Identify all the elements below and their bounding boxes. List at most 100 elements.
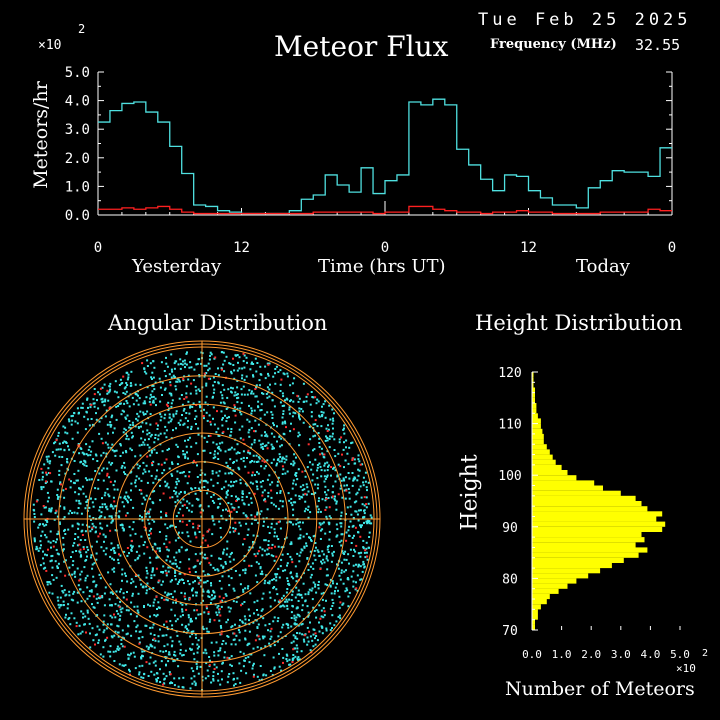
angular-point: [102, 549, 105, 552]
angular-point: [292, 577, 295, 580]
angular-point-red: [267, 363, 270, 366]
angular-point: [323, 469, 326, 472]
angular-point-red: [214, 356, 217, 359]
angular-point: [180, 394, 183, 396]
angular-point: [73, 617, 76, 620]
angular-point: [125, 437, 128, 440]
angular-point: [88, 595, 91, 598]
angular-point: [141, 516, 143, 519]
angular-point: [282, 656, 285, 659]
angular-point-red: [64, 574, 67, 577]
angular-point: [247, 656, 250, 659]
angular-point: [357, 474, 360, 477]
angular-point: [47, 540, 50, 543]
angular-point: [136, 609, 139, 612]
angular-point-red: [183, 503, 186, 506]
angular-point: [163, 645, 166, 648]
angular-point: [335, 523, 338, 526]
angular-point: [155, 678, 158, 681]
angular-point: [266, 548, 269, 551]
angular-point: [294, 483, 297, 486]
angular-point: [353, 534, 355, 537]
angular-point: [191, 488, 194, 491]
angular-point: [140, 425, 142, 428]
angular-point-red: [55, 439, 58, 442]
angular-point: [342, 448, 345, 451]
angular-point: [265, 517, 268, 520]
angular-point: [127, 373, 130, 376]
angular-point: [305, 542, 308, 545]
angular-point-red: [355, 544, 358, 547]
angular-point: [91, 627, 94, 630]
angular-point: [244, 465, 247, 468]
height-x-tick-label: 4.0: [640, 648, 660, 661]
angular-point: [124, 416, 127, 419]
angular-point: [87, 454, 90, 457]
angular-point: [237, 498, 240, 501]
angular-point: [159, 386, 162, 389]
angular-point: [170, 608, 173, 611]
angular-point: [121, 607, 124, 610]
angular-point: [320, 447, 323, 450]
angular-point: [124, 572, 126, 575]
angular-point: [269, 605, 272, 608]
angular-point: [292, 482, 295, 485]
angular-point: [319, 538, 322, 540]
angular-point: [314, 491, 317, 494]
angular-point: [343, 441, 345, 444]
angular-point: [309, 403, 312, 406]
angular-point-red: [230, 510, 233, 513]
angular-point: [264, 645, 267, 648]
angular-point: [105, 506, 107, 509]
angular-point-red: [45, 569, 48, 572]
angular-point: [302, 535, 305, 538]
angular-point-red: [197, 524, 200, 527]
angular-point: [208, 358, 211, 361]
angular-point: [134, 667, 137, 670]
angular-point: [44, 566, 47, 569]
angular-point: [206, 488, 209, 491]
angular-point: [324, 485, 327, 488]
angular-point: [140, 535, 143, 538]
angular-point: [192, 670, 195, 673]
angular-point: [228, 673, 231, 675]
angular-point-red: [220, 368, 223, 371]
angular-point: [255, 518, 257, 521]
angular-point-red: [246, 517, 249, 520]
angular-point: [293, 614, 296, 617]
angular-point: [256, 471, 258, 474]
angular-point: [213, 523, 216, 526]
angular-point: [286, 553, 289, 555]
angular-point: [136, 624, 139, 627]
angular-point-red: [185, 608, 188, 611]
angular-point: [128, 668, 130, 671]
angular-point: [335, 500, 338, 503]
angular-point: [213, 591, 216, 594]
angular-point: [81, 402, 84, 405]
angular-point: [215, 641, 218, 644]
angular-point: [286, 470, 289, 473]
angular-point: [242, 543, 244, 546]
angular-point: [282, 413, 285, 415]
angular-point: [284, 422, 287, 425]
angular-point: [182, 379, 185, 382]
angular-point: [59, 481, 62, 484]
angular-point: [165, 663, 167, 666]
angular-point: [290, 399, 292, 402]
angular-point: [292, 654, 295, 656]
angular-point: [275, 505, 277, 508]
angular-point: [282, 594, 285, 597]
angular-point-red: [306, 393, 309, 396]
angular-point: [149, 423, 152, 426]
angular-point: [327, 551, 330, 553]
angular-point: [284, 600, 287, 603]
angular-point: [70, 423, 73, 426]
angular-point: [255, 480, 258, 483]
angular-point: [182, 471, 185, 473]
angular-point: [181, 654, 184, 657]
angular-point: [363, 504, 366, 507]
angular-point: [304, 500, 307, 503]
angular-point: [256, 599, 259, 602]
angular-point: [187, 580, 189, 583]
angular-point-red: [195, 536, 198, 539]
